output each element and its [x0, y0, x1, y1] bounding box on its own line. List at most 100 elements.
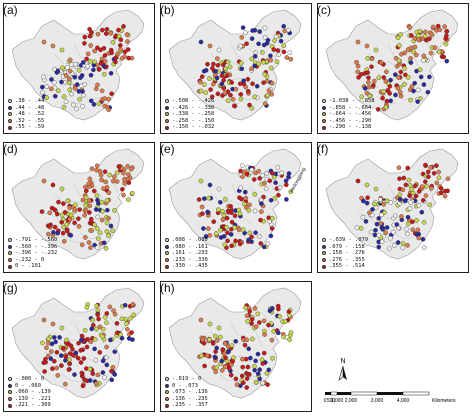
station-point	[129, 330, 134, 335]
legend-item: -.258 - -.150	[165, 118, 214, 125]
station-point	[116, 164, 122, 169]
scale-tick-label: 0	[324, 398, 327, 404]
station-point	[261, 244, 267, 250]
station-point	[104, 362, 110, 368]
station-point	[229, 219, 235, 225]
station-point	[44, 84, 50, 89]
station-point	[384, 225, 390, 230]
station-point	[63, 99, 69, 104]
station-point	[405, 243, 410, 248]
legend-item: .233 - .330	[165, 257, 208, 264]
station-point	[252, 94, 257, 100]
station-point	[113, 55, 119, 60]
station-point	[40, 90, 45, 95]
station-point	[105, 207, 110, 213]
station-point	[126, 55, 131, 61]
station-point	[102, 315, 108, 320]
station-point	[255, 311, 261, 317]
station-point	[215, 63, 221, 68]
station-point	[77, 207, 82, 212]
legend-item: -.456 - -.290	[322, 118, 374, 125]
station-point	[249, 321, 254, 326]
station-point	[364, 90, 370, 96]
province-boundary	[43, 351, 65, 367]
station-point	[218, 200, 223, 205]
station-point	[279, 170, 285, 176]
station-point	[102, 375, 107, 380]
legend-item: .38 - .44	[8, 98, 44, 105]
station-point	[275, 164, 281, 170]
station-point	[87, 210, 92, 215]
station-point	[388, 77, 393, 83]
station-point	[216, 47, 222, 53]
legend-range-text: .276 - .355	[329, 256, 365, 263]
station-point	[73, 202, 78, 208]
station-point	[366, 80, 371, 85]
legend: .38 - .44.44 - .48.48 - .52.52 - .55.55 …	[8, 98, 44, 131]
station-point	[358, 225, 364, 231]
station-point	[421, 82, 427, 87]
station-point	[76, 340, 81, 346]
station-point	[114, 321, 120, 326]
station-point	[96, 316, 101, 322]
station-point	[393, 92, 398, 98]
station-point	[264, 371, 270, 376]
legend-range-text: .355 - .514	[329, 263, 365, 270]
station-point	[199, 204, 205, 210]
station-point	[112, 208, 117, 213]
station-point	[218, 334, 223, 340]
panel-label: (g)	[3, 281, 18, 295]
station-point	[61, 104, 67, 110]
station-point	[388, 235, 393, 241]
station-point	[41, 178, 47, 184]
station-point	[247, 202, 252, 208]
station-point	[441, 54, 447, 60]
station-point	[87, 176, 93, 182]
province-boundary	[73, 321, 89, 339]
station-point	[92, 188, 97, 194]
station-point	[270, 355, 275, 361]
station-point	[112, 349, 117, 354]
legend-swatch	[322, 238, 326, 243]
station-point	[203, 234, 209, 239]
legend-swatch	[8, 264, 12, 269]
station-point	[83, 203, 89, 209]
map-panel-f: (f) -.039 - .079.079 - .158.158 - .276.27…	[317, 142, 469, 273]
station-point	[103, 31, 109, 36]
station-point	[436, 169, 441, 175]
station-point	[387, 91, 392, 96]
station-point	[267, 219, 272, 224]
station-point	[243, 30, 248, 36]
station-point	[423, 29, 428, 35]
station-point	[244, 376, 250, 381]
station-point	[408, 97, 413, 103]
legend-swatch	[8, 119, 12, 124]
station-point	[65, 198, 71, 204]
station-point	[86, 181, 91, 187]
legend-range-text: -.858 - -.664	[329, 104, 372, 111]
station-point	[72, 61, 78, 67]
station-point	[444, 28, 450, 34]
station-point	[273, 180, 278, 186]
station-point	[246, 372, 251, 377]
legend-range-text: .073 - .136	[172, 389, 208, 396]
station-point	[116, 33, 122, 39]
station-point	[244, 313, 250, 319]
station-point	[233, 339, 238, 344]
legend-item: -.426 - -.338	[165, 105, 214, 112]
station-point	[104, 355, 109, 360]
panel-label: (d)	[3, 142, 18, 156]
station-point	[118, 37, 124, 43]
station-point	[91, 67, 96, 73]
station-point	[83, 235, 88, 240]
station-point	[95, 214, 101, 220]
station-point	[270, 215, 275, 221]
panel-label: (e)	[160, 142, 175, 156]
legend-swatch	[8, 251, 12, 256]
station-point	[50, 182, 56, 188]
scale-tick-label: 2,000	[345, 398, 358, 404]
legend-item: .079 - .158	[322, 244, 368, 251]
station-point	[381, 75, 387, 80]
station-point	[64, 337, 69, 343]
station-point	[220, 217, 226, 222]
